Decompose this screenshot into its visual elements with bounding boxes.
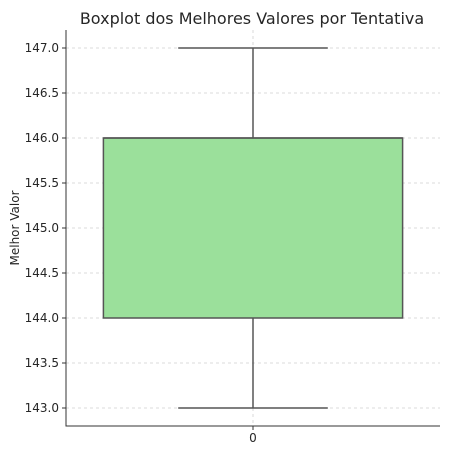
- x-axis-ticks: 0: [249, 426, 257, 445]
- y-tick-label: 146.5: [25, 86, 59, 100]
- y-tick-label: 144.0: [25, 311, 59, 325]
- y-tick-label: 146.0: [25, 131, 59, 145]
- y-tick-label: 143.0: [25, 401, 59, 415]
- y-tick-label: 145.5: [25, 176, 59, 190]
- box-body: [102, 137, 404, 319]
- y-tick-label: 143.5: [25, 356, 59, 370]
- y-axis-label: Melhor Valor: [8, 190, 22, 265]
- chart-title: Boxplot dos Melhores Valores por Tentati…: [80, 9, 424, 28]
- x-tick-label: 0: [249, 431, 257, 445]
- axis-spines: [65, 30, 440, 427]
- y-axis-ticks: 143.0 143.5 144.0 144.5 145.0 145.5 146.0 146.5…: [25, 41, 66, 415]
- y-tick-label: 147.0: [25, 41, 59, 55]
- box-group: [102, 47, 404, 409]
- y-tick-label: 144.5: [25, 266, 59, 280]
- y-tick-label: 145.0: [25, 221, 59, 235]
